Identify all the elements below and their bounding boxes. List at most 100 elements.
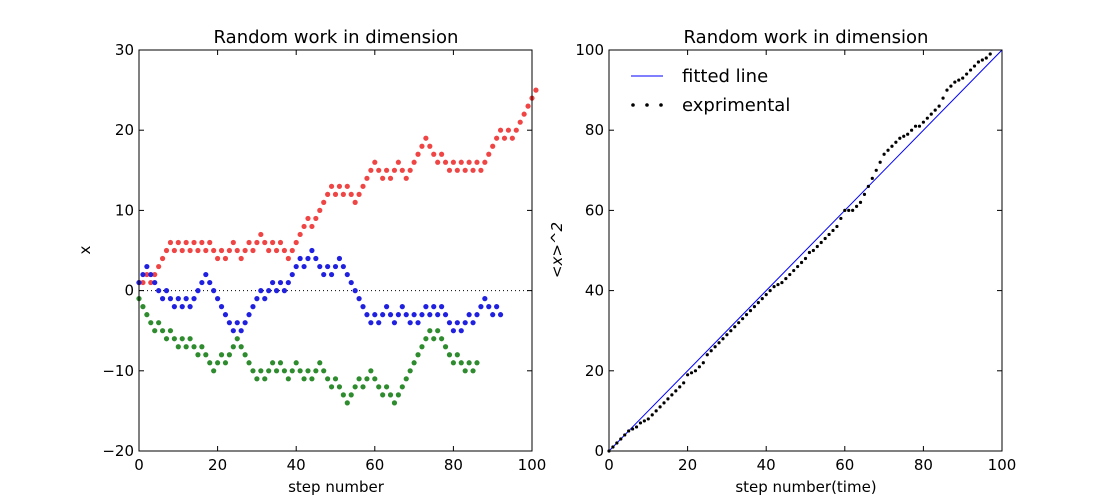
walk-1-point (242, 247, 248, 254)
right-x-tick-label: 40 (757, 456, 776, 474)
walk-2-point (152, 279, 158, 286)
walk-1-point (364, 175, 370, 181)
walk-2-point (482, 296, 488, 302)
walk-2-point (364, 312, 370, 318)
walk-2-point (435, 312, 441, 318)
exprimental-point (965, 72, 969, 76)
walk-3-point (427, 328, 433, 334)
walk-3-point (171, 336, 177, 342)
walk-3-point (372, 376, 378, 382)
walk-2-point (325, 263, 331, 270)
walk-3-point (152, 328, 158, 334)
walk-2-point (450, 328, 456, 334)
exprimental-point (862, 192, 867, 196)
exprimental-point (717, 341, 721, 345)
walk-2-point (348, 279, 354, 286)
walk-2-point (431, 304, 437, 310)
walk-3-point (403, 376, 409, 382)
walk-3-point (230, 344, 236, 350)
walk-2-point (258, 288, 264, 294)
walk-2-point (403, 312, 409, 318)
walk-1-point (391, 167, 398, 173)
walk-2-point (309, 247, 315, 254)
right-chart-title: Random work in dimension (684, 27, 929, 48)
walk-2-point (321, 271, 327, 278)
exprimental-point (874, 168, 878, 172)
exprimental-point (851, 208, 855, 212)
exprimental-point (634, 425, 639, 429)
walk-1-point (159, 255, 166, 262)
walk-2-point (391, 320, 398, 326)
walk-3-point (246, 360, 252, 366)
exprimental-point (756, 301, 760, 305)
walk-1-point (490, 143, 496, 149)
walk-1-point (344, 183, 350, 189)
walk-1-point (183, 239, 189, 246)
exprimental-point (701, 361, 705, 365)
exprimental-point (890, 144, 894, 148)
walk-2-point (486, 304, 492, 310)
walk-2-point (222, 312, 229, 318)
walk-1-point (466, 159, 472, 165)
walk-3-point (474, 360, 480, 366)
walk-2-point (163, 288, 170, 294)
exprimental-point (878, 160, 882, 164)
exprimental-point (744, 313, 749, 317)
exprimental-point (945, 88, 949, 92)
exprimental-point (772, 284, 776, 289)
walk-2-point (273, 288, 280, 294)
exprimental-point (988, 52, 992, 56)
exprimental-point (949, 84, 953, 88)
walk-2-point (454, 320, 460, 326)
walk-3-point (140, 304, 146, 310)
walk-3-point (348, 392, 354, 398)
walk-3-point (211, 368, 217, 374)
left-y-tick-label: 30 (115, 41, 134, 59)
walk-2-point (317, 263, 323, 270)
walk-3-point (305, 368, 311, 374)
right-y-tick-label: 80 (585, 121, 604, 139)
exprimental-point (929, 112, 933, 116)
walk-2-point (328, 271, 335, 278)
walk-2-point (494, 304, 500, 310)
exprimental-point (902, 134, 906, 138)
exprimental-point (764, 293, 768, 297)
walk-2-point (277, 279, 284, 286)
walk-1-point (427, 143, 433, 149)
exprimental-point (858, 200, 863, 204)
walk-3-point (317, 360, 323, 366)
walk-3-point (328, 384, 335, 390)
walk-1-point (376, 167, 382, 173)
walk-2-point (199, 279, 205, 286)
walk-2-point (415, 320, 421, 326)
walk-1-point (439, 151, 445, 157)
exprimental-point (921, 120, 926, 124)
walk-3-point (195, 352, 201, 358)
walk-3-point (270, 360, 276, 366)
walk-3-point (234, 336, 240, 342)
walk-1-point (234, 247, 240, 254)
exprimental-point (733, 325, 737, 329)
walk-2-point (191, 296, 197, 302)
exprimental-point (678, 385, 682, 389)
walk-3-point (446, 352, 453, 358)
walk-3-point (344, 400, 350, 406)
walk-3-point (407, 368, 413, 374)
right-x-tick-label: 0 (604, 456, 614, 474)
walk-2-point (439, 304, 445, 310)
walk-3-point (191, 344, 197, 350)
walk-1-point (218, 247, 225, 254)
exprimental-point (760, 297, 764, 301)
walk-1-point (399, 167, 405, 173)
walk-2-point (293, 263, 299, 270)
exprimental-point (933, 108, 937, 112)
walk-2-point (175, 296, 181, 302)
walk-2-point (159, 296, 166, 302)
walk-3-point (454, 352, 460, 358)
walk-2-point (215, 296, 221, 302)
walk-1-point (419, 143, 425, 149)
walk-1-point (179, 247, 185, 254)
exprimental-point (752, 305, 757, 309)
walk-3-point (262, 376, 268, 382)
exprimental-point (796, 264, 800, 269)
